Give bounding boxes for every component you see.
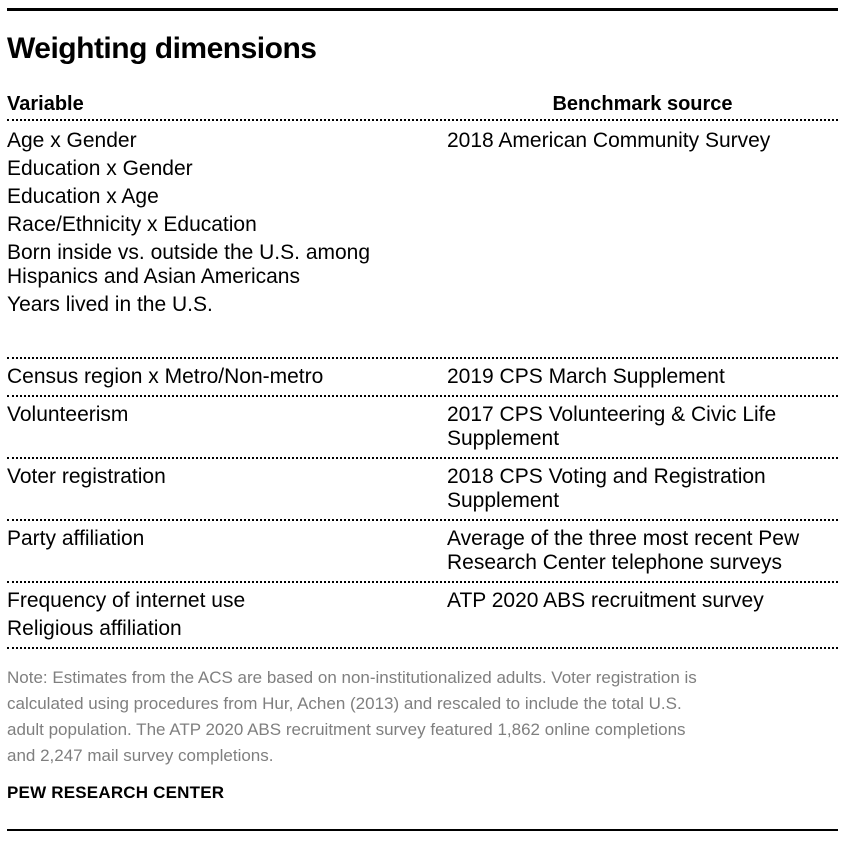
top-rule	[7, 8, 838, 11]
variable-cell: Voter registration	[7, 465, 447, 513]
benchmark-cell: Average of the three most recent Pew Res…	[447, 527, 800, 574]
benchmark-cell: 2018 CPS Voting and Registration Supplem…	[447, 465, 766, 512]
variable-item: Voter registration	[7, 465, 166, 488]
variable-cell: Frequency of internet use Religious affi…	[7, 589, 447, 641]
table-header-benchmark: Benchmark source	[552, 93, 733, 115]
variable-item: Education x Gender	[7, 157, 193, 180]
table-row: Age x Gender Education x Gender Educatio…	[7, 121, 838, 359]
variable-item: Volunteerism	[7, 403, 129, 426]
variable-cell: Age x Gender Education x Gender Educatio…	[7, 129, 447, 317]
variable-cell: Party affiliation	[7, 527, 447, 575]
variable-item: Frequency of internet use	[7, 589, 246, 612]
source-label: PEW RESEARCH CENTER	[7, 783, 225, 802]
variable-item: Years lived in the U.S.	[7, 293, 213, 316]
table-row: Voter registration 2018 CPS Voting and R…	[7, 459, 838, 521]
benchmark-cell: 2019 CPS March Supplement	[447, 365, 725, 388]
variable-item: Education x Age	[7, 185, 159, 208]
table-row: Frequency of internet use Religious affi…	[7, 583, 838, 649]
bottom-rule	[7, 829, 838, 831]
variable-item: Age x Gender	[7, 129, 137, 152]
variable-item: Race/Ethnicity x Education	[7, 213, 257, 236]
table-header-row: Variable Benchmark source	[7, 93, 838, 121]
variable-cell: Census region x Metro/Non-metro	[7, 365, 447, 389]
page-title: Weighting dimensions	[7, 32, 317, 65]
benchmark-cell: 2017 CPS Volunteering & Civic Life Suppl…	[447, 403, 777, 450]
table-row: Census region x Metro/Non-metro 2019 CPS…	[7, 359, 838, 397]
table-header-variable: Variable	[7, 93, 84, 115]
variable-item: Born inside vs. outside the U.S. among H…	[7, 241, 371, 288]
variable-item: Party affiliation	[7, 527, 145, 550]
variable-cell: Volunteerism	[7, 403, 447, 451]
variable-item: Census region x Metro/Non-metro	[7, 365, 324, 388]
table-row: Volunteerism 2017 CPS Volunteering & Civ…	[7, 397, 838, 459]
benchmark-cell: ATP 2020 ABS recruitment survey	[447, 589, 764, 612]
variable-item: Religious affiliation	[7, 617, 182, 640]
benchmark-cell: 2018 American Community Survey	[447, 129, 771, 152]
table-row: Party affiliation Average of the three m…	[7, 521, 838, 583]
note-text: Note: Estimates from the ACS are based o…	[7, 668, 697, 765]
